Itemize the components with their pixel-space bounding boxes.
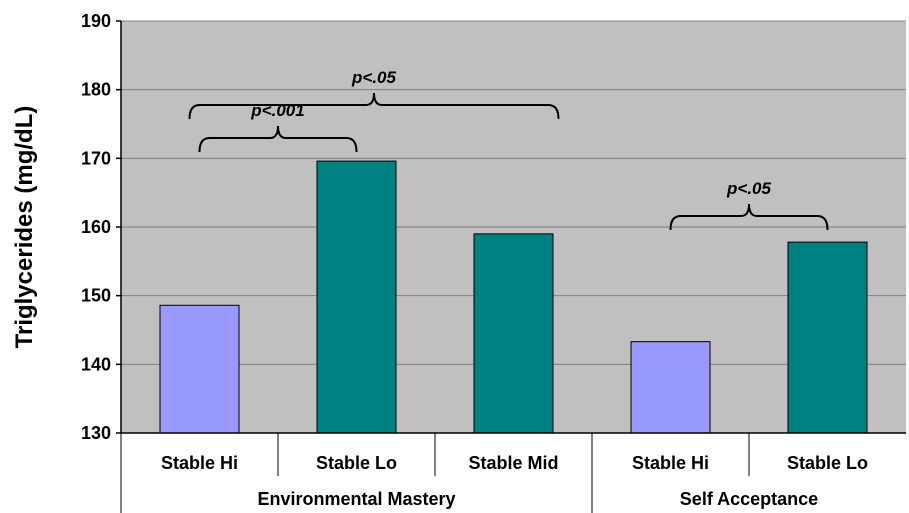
y-tick-label: 130 xyxy=(81,423,111,443)
significance-label: p<.001 xyxy=(250,101,304,120)
y-tick-label: 180 xyxy=(81,80,111,100)
y-tick-label: 160 xyxy=(81,217,111,237)
x-category-label: Stable Hi xyxy=(161,453,238,473)
x-group-label: Environmental Mastery xyxy=(257,489,455,509)
bar xyxy=(316,160,397,434)
x-category-label: Stable Lo xyxy=(316,453,397,473)
x-category-label: Stable Hi xyxy=(632,453,709,473)
significance-bracket xyxy=(188,92,560,120)
bar xyxy=(473,233,554,434)
y-tick-label: 140 xyxy=(81,354,111,374)
x-group-label: Self Acceptance xyxy=(680,489,818,509)
significance-bracket xyxy=(198,125,358,153)
bar xyxy=(159,304,240,434)
x-category-label: Stable Lo xyxy=(787,453,868,473)
x-category-labels: Stable Hi Stable Lo Stable Mid Stable Hi Sta… xyxy=(161,453,868,473)
significance-label: p<.05 xyxy=(351,68,396,87)
x-category-label: Stable Mid xyxy=(468,453,558,473)
bar xyxy=(787,241,868,434)
axes xyxy=(116,20,906,513)
y-tick-label: 150 xyxy=(81,286,111,306)
significance-label: p<.05 xyxy=(726,179,771,198)
bar xyxy=(630,341,711,434)
y-tick-labels: 130 140 150 160 170 180 190 xyxy=(81,11,111,443)
y-tick-label: 170 xyxy=(81,148,111,168)
significance-annotations: p<.001 p<.05 p<.05 xyxy=(188,68,829,231)
y-axis-label: Triglycerides (mg/dL) xyxy=(11,106,38,349)
significance-bracket xyxy=(669,203,829,231)
y-tick-label: 190 xyxy=(81,11,111,31)
bars xyxy=(159,160,868,434)
x-group-labels: Environmental Mastery Self Acceptance xyxy=(257,489,818,509)
